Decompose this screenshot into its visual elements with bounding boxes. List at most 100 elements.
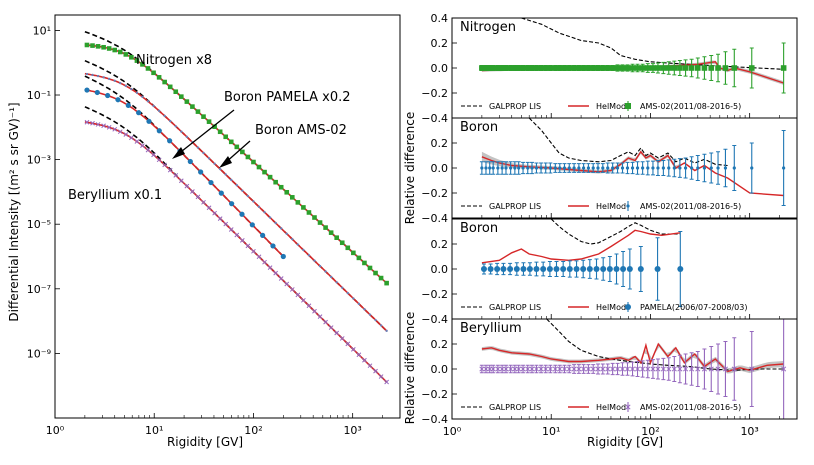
data-point [544,166,548,170]
data-point [650,366,656,372]
data-point [350,346,356,352]
data-point [252,200,255,203]
data-point [218,190,224,196]
y-tick-label: 10⁻¹ [27,89,51,102]
data-point [645,366,651,372]
data-point [748,65,755,71]
data-point [509,166,513,170]
data-point [553,166,557,170]
data-point [708,65,715,71]
data-point [571,366,577,372]
data-point [273,270,279,276]
data-point [345,245,351,251]
data-point [130,87,133,91]
data-point [630,166,635,170]
data-point [516,366,522,372]
data-point [328,325,334,330]
data-point [229,201,235,207]
left-frame [54,14,401,419]
data-point [677,366,683,372]
y-tick-label: −0.4 [421,413,448,426]
legend-helmod-label: HelMod [596,303,626,312]
data-point [184,99,190,104]
data-point [715,65,721,71]
data-point [105,92,111,99]
data-point [301,297,306,303]
data-point [599,65,606,71]
data-point [273,179,278,185]
data-point [479,366,485,372]
data-point [113,79,116,83]
data-point [701,366,707,372]
data-point [95,44,101,49]
data-point [513,266,520,272]
data-point [533,366,540,372]
data-point [262,169,267,175]
data-point [295,200,301,205]
data-point [524,65,531,71]
data-point [245,154,251,160]
data-point [162,79,167,85]
data-point [548,166,552,170]
data-point [595,65,601,71]
data-point [167,84,173,90]
y-tick-label: 0.2 [431,338,449,351]
data-point [677,266,684,272]
x-tick-label: 10⁰ [46,424,65,437]
data-point [373,368,378,374]
panel-legend: GALPROP LIS HelMod PAMELA(2006/07-2008/03) [461,302,747,312]
data-point [146,118,152,124]
data-point [323,319,328,325]
data-point [546,266,553,272]
data-point [610,366,616,372]
data-point [167,167,173,173]
y-tick-label: −0.2 [421,388,448,401]
data-point [480,266,487,272]
left-ylabel: Differential Intensity [(m² s sr GV)⁻¹] [7,102,21,321]
data-point [291,237,294,241]
data-point [716,166,720,170]
data-point [694,65,701,71]
helmod-line [84,88,284,258]
data-point [362,260,367,266]
x-tick-label: 10³ [343,424,361,437]
data-point [324,270,327,273]
data-point [543,366,549,372]
data-point [585,366,591,372]
panel-content [479,319,787,419]
data-point [671,366,677,372]
data-point [263,211,266,214]
data-point [526,166,530,170]
data-point [302,248,305,252]
x-tick-label: 10² [641,425,659,438]
data-point [217,129,223,135]
annotation-boron-ams: Boron AMS-02 [255,123,347,138]
y-tick-label: −0.2 [421,87,448,100]
data-point [625,166,630,170]
data-point [245,243,251,249]
panel-1-nitrogen: 0.4 0.2 0.0 −0.2 −0.4 Nitrogen GALPROP LIS HelM… [421,12,798,125]
data-point [279,227,283,230]
data-point [256,254,262,260]
data-point [190,189,195,194]
data-point [352,297,355,300]
data-point [195,194,201,200]
panel-legend: GALPROP LIS HelMod AMS-02(2011/08-2016-5) [461,201,741,211]
right-chart: 0.4 0.2 0.0 −0.2 −0.4 Nitrogen GALPROP LIS HelM… [421,12,798,438]
data-point [626,266,633,272]
data-point [312,308,317,314]
data-point [634,65,641,71]
data-point [356,255,362,261]
data-point [780,65,787,71]
data-point [525,366,531,372]
data-point [351,250,356,256]
data-point [169,119,172,123]
data-point [157,109,161,113]
data-point [196,146,200,149]
data-point [234,144,240,150]
data-point [731,366,737,372]
legend-lis-label: GALPROP LIS [489,303,541,312]
data-point [202,151,205,155]
data-point [112,47,118,53]
data-point [708,366,714,372]
